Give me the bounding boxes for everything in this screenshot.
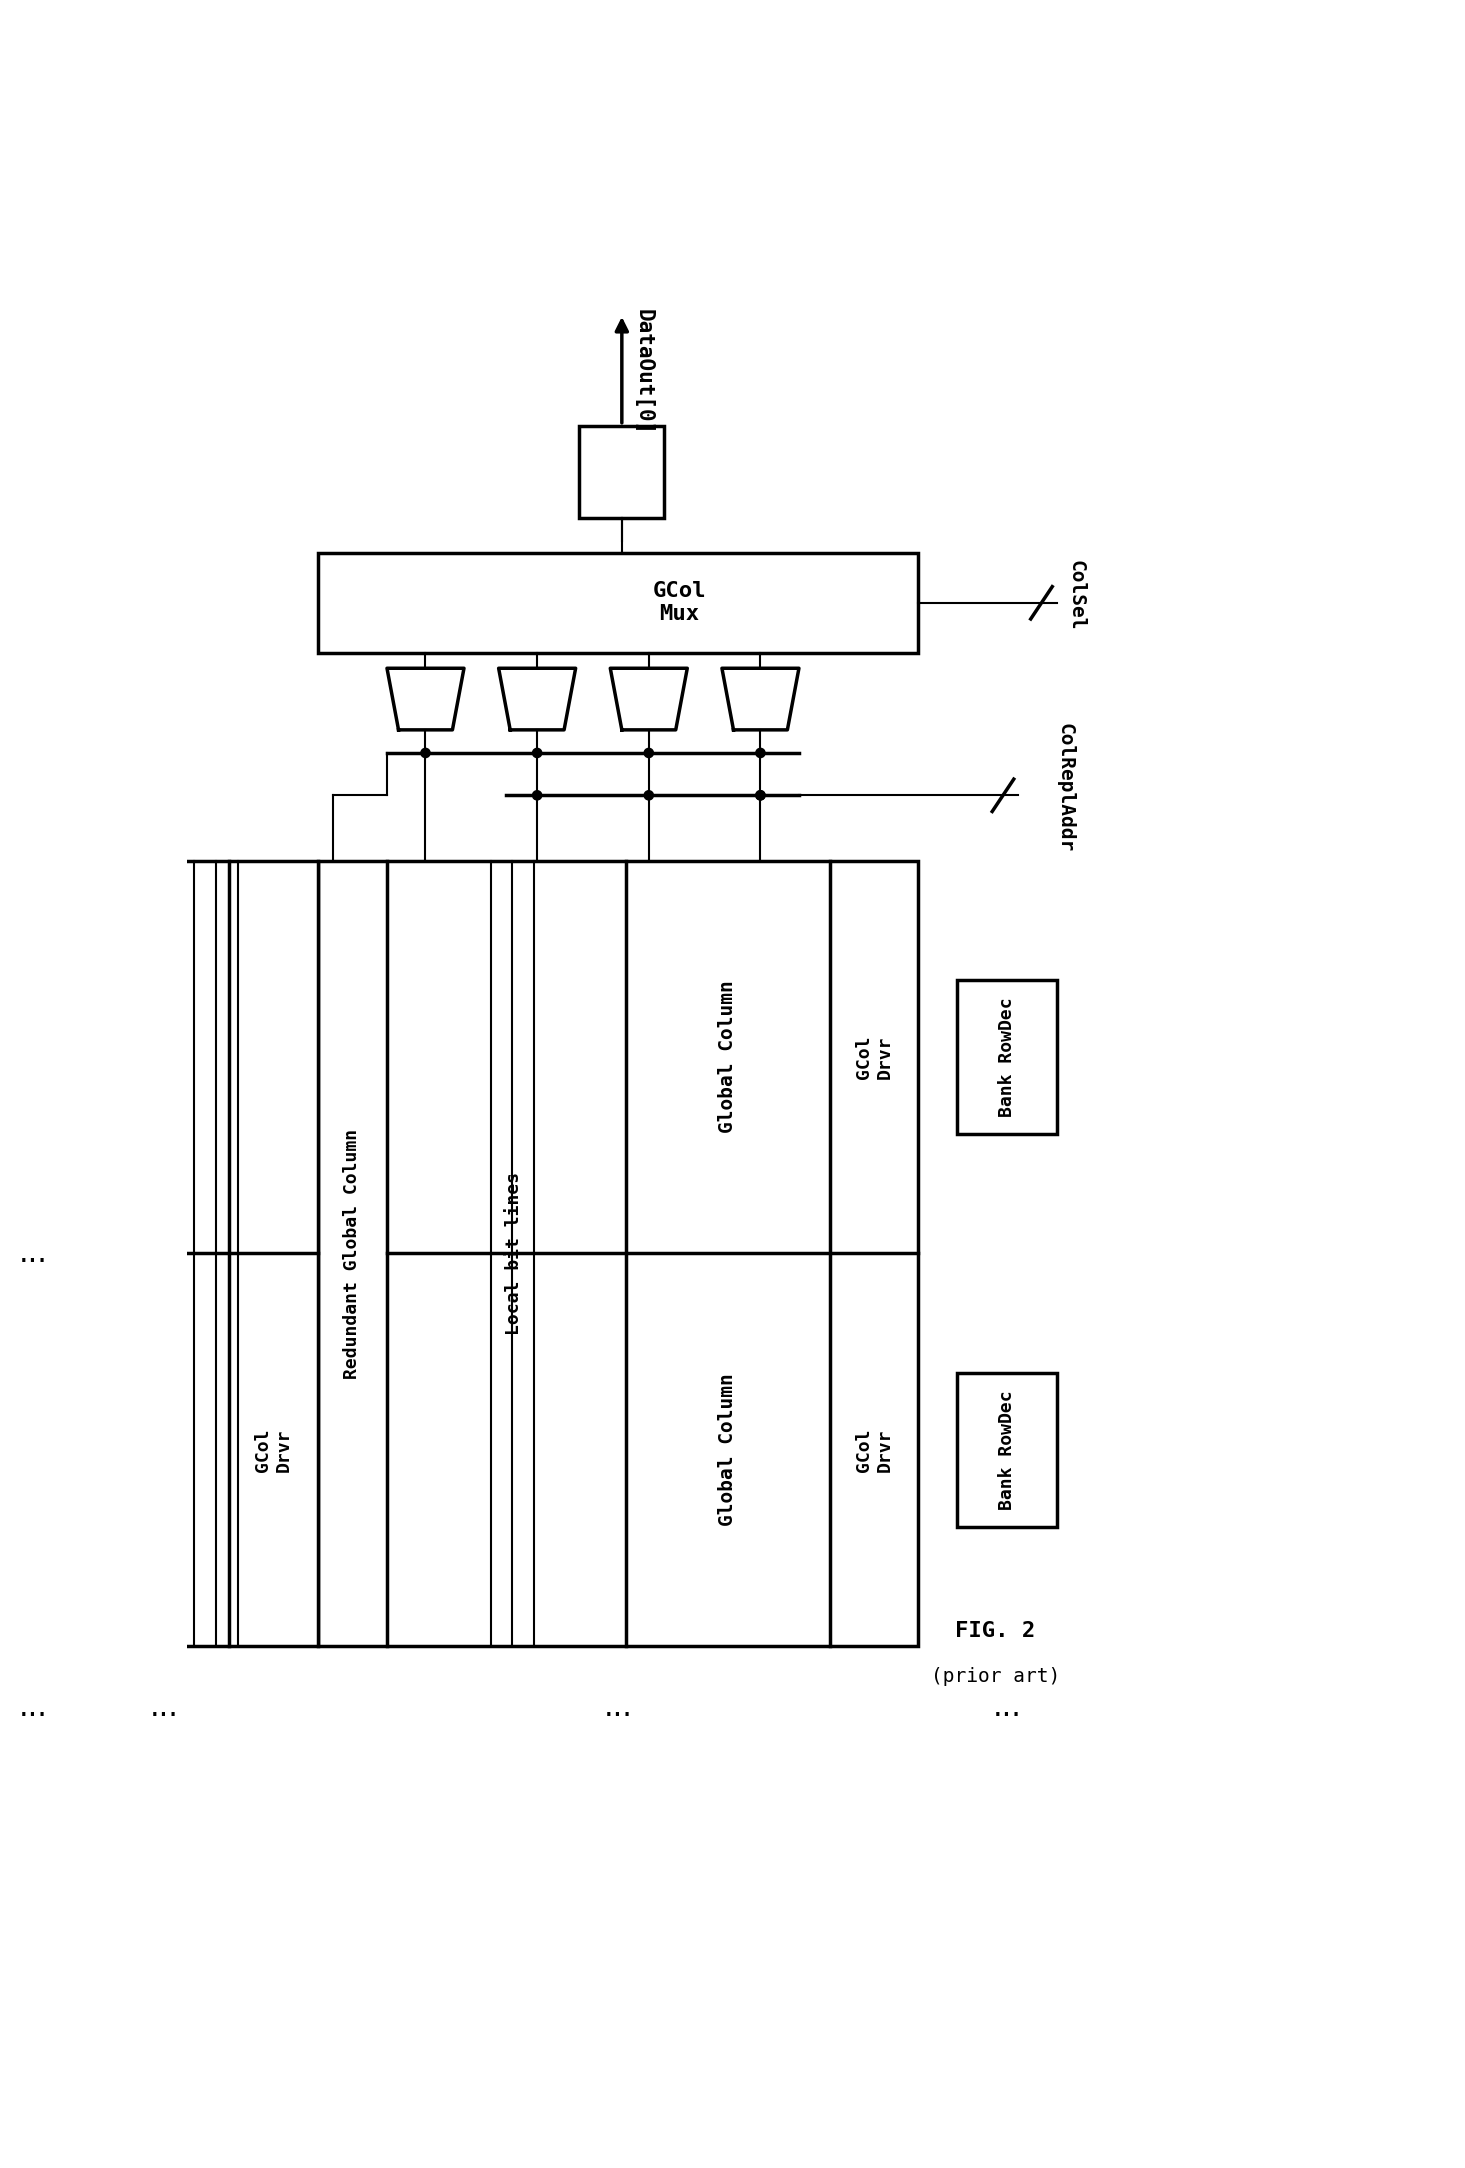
Text: Bank RowDec: Bank RowDec [998, 1390, 1015, 1509]
Circle shape [420, 748, 431, 757]
Circle shape [756, 791, 765, 800]
Text: ...: ... [19, 1693, 47, 1721]
Text: GCol
Drvr: GCol Drvr [854, 1429, 894, 1472]
Text: ...: ... [149, 1693, 179, 1721]
Circle shape [532, 748, 542, 757]
Circle shape [756, 791, 765, 800]
Bar [318, 861, 919, 1646]
Text: Local bit lines: Local bit lines [505, 1173, 523, 1335]
Circle shape [756, 748, 765, 757]
Text: ...: ... [604, 1693, 633, 1721]
Text: Global Column: Global Column [718, 980, 737, 1134]
Text: (prior art): (prior art) [930, 1667, 1059, 1687]
Bar [957, 980, 1056, 1134]
Text: GCol
Mux: GCol Mux [653, 581, 706, 624]
Text: GCol
Drvr: GCol Drvr [253, 1429, 293, 1472]
Text: Global Column: Global Column [718, 1375, 737, 1526]
Text: DataOut[0]: DataOut[0] [633, 308, 653, 436]
Text: ...: ... [19, 1238, 47, 1268]
Bar [318, 553, 919, 653]
Text: ColReplAddr: ColReplAddr [1055, 722, 1074, 852]
Text: FIG. 2: FIG. 2 [955, 1622, 1036, 1641]
Bar [86, 861, 318, 1646]
Text: Bank RowDec: Bank RowDec [998, 997, 1015, 1117]
Bar [957, 1372, 1056, 1526]
Circle shape [645, 791, 653, 800]
Bar [580, 425, 664, 518]
Text: Redundant Global Column: Redundant Global Column [343, 1127, 362, 1379]
Text: ...: ... [992, 1693, 1021, 1721]
Circle shape [645, 748, 653, 757]
Text: GCol
Drvr: GCol Drvr [854, 1036, 894, 1080]
Circle shape [532, 791, 542, 800]
Text: ColSel: ColSel [1067, 559, 1086, 631]
